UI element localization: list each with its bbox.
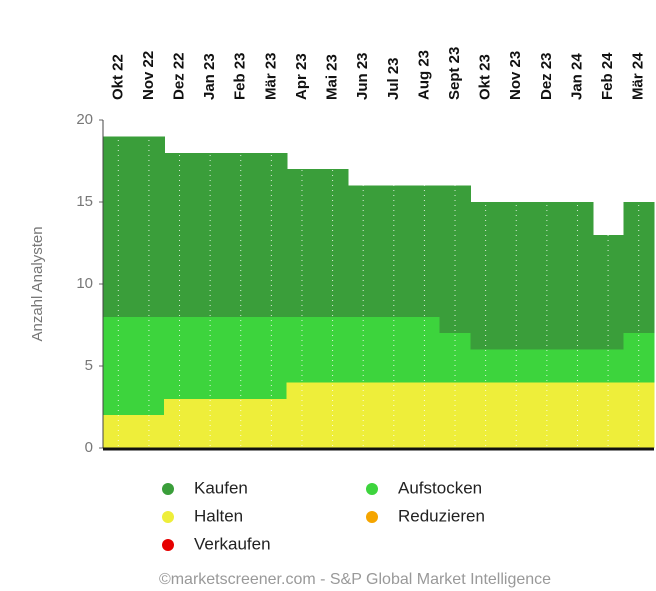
area-step xyxy=(164,316,196,399)
x-tick-label: Feb 24 xyxy=(599,52,616,100)
footer: ©marketscreener.com - S&P Global Market … xyxy=(159,571,551,588)
area-step xyxy=(103,136,135,317)
legend-marker xyxy=(162,539,174,551)
area-step xyxy=(194,316,227,399)
area-step xyxy=(286,169,318,317)
area-step xyxy=(623,202,655,334)
y-axis-label: Anzahl Analysten xyxy=(29,226,46,341)
legend-marker xyxy=(366,483,378,495)
legend-label: Verkaufen xyxy=(194,534,271,553)
x-tick-label: Jan 23 xyxy=(201,53,218,100)
x-tick-label: Aug 23 xyxy=(415,50,432,100)
legend-label: Reduzieren xyxy=(398,506,485,525)
x-tick-label: Dez 23 xyxy=(538,52,555,100)
legend-label: Kaufen xyxy=(194,478,248,497)
legend-marker xyxy=(162,511,174,523)
x-tick-label: Jul 23 xyxy=(385,57,402,100)
legend-label: Halten xyxy=(194,506,243,525)
x-tick-label: Jan 24 xyxy=(568,53,585,100)
x-tick-label: Mai 23 xyxy=(324,54,341,100)
x-tick-label: Jun 23 xyxy=(354,52,371,100)
y-tick-label: 5 xyxy=(85,357,93,374)
area-step xyxy=(256,152,288,317)
area-step xyxy=(378,185,410,317)
y-tick-label: 0 xyxy=(85,439,93,456)
x-tick-label: Mär 24 xyxy=(630,52,647,100)
area-step xyxy=(347,316,380,383)
area-step xyxy=(409,316,441,383)
area-step xyxy=(164,152,196,317)
x-tick-label: Okt 22 xyxy=(109,54,126,100)
y-tick-label: 10 xyxy=(76,275,93,292)
x-tick-label: Okt 23 xyxy=(477,54,494,100)
area-step xyxy=(194,152,227,317)
legend-marker xyxy=(162,483,174,495)
area-step xyxy=(194,398,227,448)
x-tick-label: Nov 22 xyxy=(140,51,157,100)
x-tick-label: Feb 23 xyxy=(232,52,249,100)
x-tick-label: Mär 23 xyxy=(262,52,279,100)
area-step xyxy=(256,398,288,448)
area-step xyxy=(347,185,380,317)
area-step xyxy=(164,398,196,448)
area-step xyxy=(225,398,257,448)
area-step xyxy=(439,333,471,383)
legend-marker xyxy=(366,511,378,523)
x-tick-label: Nov 23 xyxy=(507,51,524,100)
area-step xyxy=(623,333,655,383)
x-tick-label: Dez 22 xyxy=(170,52,187,100)
x-tick-label: Sept 23 xyxy=(446,47,463,100)
area-step xyxy=(592,234,624,350)
area-step xyxy=(317,316,349,383)
area-step xyxy=(378,316,410,383)
x-tick-label: Apr 23 xyxy=(293,53,310,100)
area-step xyxy=(317,169,349,317)
area-step xyxy=(286,316,318,383)
y-tick-label: 20 xyxy=(76,111,93,128)
area-step xyxy=(225,316,257,399)
area-step xyxy=(409,185,441,317)
area-step xyxy=(225,152,257,317)
legend-label: Aufstocken xyxy=(398,478,482,497)
area-step xyxy=(133,136,165,317)
y-tick-label: 15 xyxy=(76,193,93,210)
area-step xyxy=(256,316,288,399)
area-step xyxy=(439,185,471,334)
